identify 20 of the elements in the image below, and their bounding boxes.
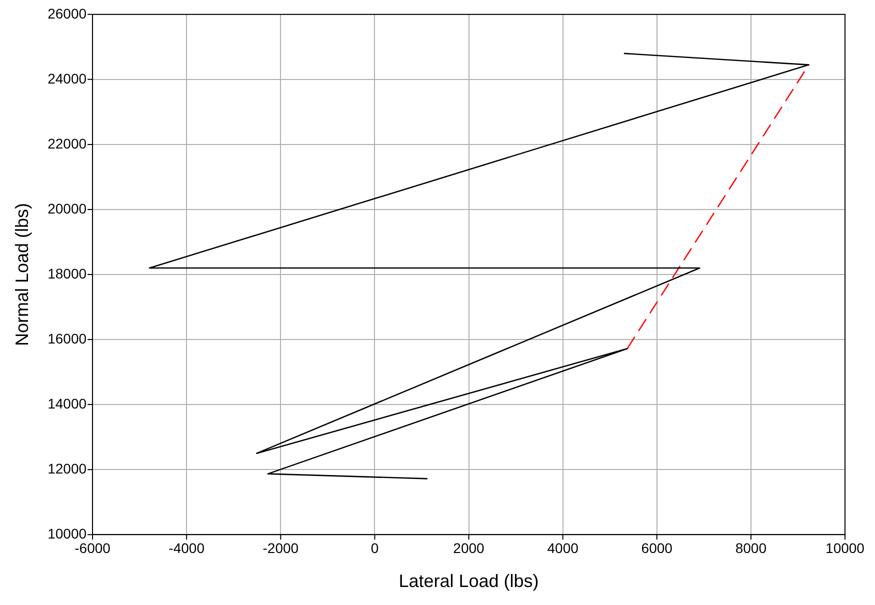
y-tick-label: 20000 (48, 200, 87, 216)
y-tick-label: 26000 (48, 5, 87, 22)
x-tick-label: 8000 (735, 540, 767, 556)
x-tick-label: 10000 (826, 540, 865, 556)
x-tick-label: -4000 (168, 540, 205, 556)
x-tick-label: 0 (370, 540, 379, 556)
x-tick-label: 6000 (641, 540, 673, 556)
x-tick-label: -6000 (74, 540, 111, 556)
y-axis-title: Normal Load (lbs) (12, 202, 32, 346)
x-tick-label: -2000 (262, 540, 299, 556)
y-tick-label: 10000 (48, 525, 87, 542)
y-tick-label: 18000 (48, 265, 87, 282)
x-tick-label: 4000 (547, 540, 579, 556)
x-axis-title: Lateral Load (lbs) (398, 571, 539, 592)
y-tick-label: 22000 (48, 135, 87, 152)
y-tick-label: 12000 (48, 460, 87, 476)
y-tick-label: 16000 (48, 330, 87, 346)
y-tick-label: 24000 (48, 70, 87, 86)
x-tick-label: 2000 (453, 540, 485, 556)
y-tick-label: 14000 (48, 395, 87, 412)
